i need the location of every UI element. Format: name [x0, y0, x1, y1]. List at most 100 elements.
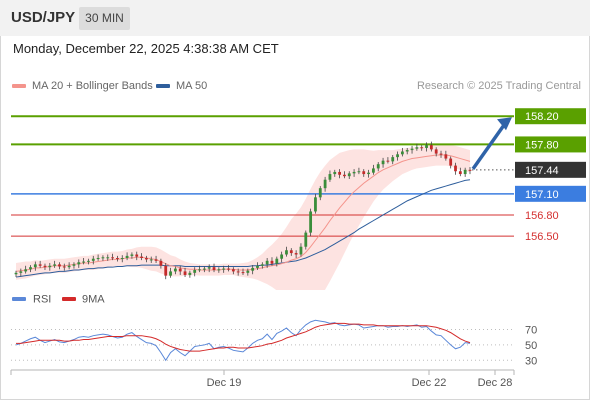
candle-body-51: [260, 264, 264, 266]
candle-body-9: [58, 264, 61, 267]
candle-body-8: [53, 264, 57, 266]
research-credit: Research © 2025 Trading Central: [416, 80, 581, 92]
rsi-line: [15, 319, 471, 362]
level-tag-157.44: [515, 161, 586, 178]
candle-body-60: [304, 232, 308, 247]
candle-body-26: [140, 256, 143, 259]
rsi-ma-legend-label: 9MA: [82, 294, 105, 306]
candle-body-46: [236, 271, 240, 273]
candle-body-57: [289, 250, 293, 254]
candle-body-13: [77, 262, 81, 265]
level-label-157.44: 157.44: [525, 165, 559, 177]
candle-body-63: [318, 188, 322, 198]
level-tag-158.20: [515, 108, 586, 125]
candle-body-54: [275, 258, 279, 264]
x-tick-label-2: Dec 28: [478, 377, 513, 389]
x-tick-label-1: Dec 22: [412, 377, 447, 389]
candle-body-41: [212, 267, 216, 271]
candle-body-75: [376, 164, 380, 169]
target-arrow-head: [497, 117, 512, 131]
candle-body-33: [173, 268, 177, 272]
candle-body-67: [338, 171, 341, 175]
candle-body-69: [347, 173, 351, 177]
candle-body-72: [362, 171, 366, 175]
candle-body-91: [454, 165, 457, 172]
candle-body-58: [294, 253, 298, 255]
candle-body-79: [396, 154, 399, 158]
candle-body-6: [43, 265, 47, 268]
candle-body-92: [458, 171, 462, 175]
candle-body-48: [246, 270, 250, 273]
candle-body-77: [386, 160, 390, 162]
candle-body-65: [328, 174, 332, 180]
candle-body-61: [309, 211, 313, 233]
candle-body-27: [145, 258, 148, 260]
candle-body-12: [72, 264, 76, 266]
candle-body-93: [463, 169, 467, 175]
candle-body-85: [425, 145, 428, 148]
candle-body-21: [116, 258, 119, 260]
candle-body-71: [357, 171, 361, 173]
candle-body-84: [420, 147, 424, 149]
candle-body-0: [14, 272, 18, 275]
candle-body-14: [82, 261, 86, 263]
candle-body-74: [372, 168, 375, 173]
candle-body-2: [24, 269, 28, 272]
rsi-legend-swatch: [12, 297, 26, 301]
candle-body-47: [241, 272, 245, 274]
timestamp: Monday, December 22, 2025 4:38:38 AM CET: [13, 41, 279, 56]
candle-body-24: [130, 254, 134, 256]
candle-body-55: [280, 254, 284, 259]
candle-body-76: [381, 160, 385, 165]
target-arrow-shaft: [471, 121, 508, 170]
candle-body-7: [48, 265, 52, 268]
chart-header: USD/JPY 30 MIN: [0, 0, 590, 36]
candle-body-10: [62, 266, 66, 268]
candle-body-50: [256, 265, 259, 268]
candle-body-3: [29, 267, 32, 270]
x-tick-label-0: Dec 19: [207, 377, 242, 389]
candle-body-44: [227, 268, 230, 270]
candle-body-52: [265, 260, 269, 265]
timeframe-badge[interactable]: 30 MIN: [79, 7, 130, 30]
legend-ma20: MA 20 + Bollinger Bands: [12, 80, 153, 92]
bollinger-band: [16, 144, 470, 290]
rsi-legend-label: RSI: [33, 294, 51, 306]
rsi-ma-legend-swatch: [62, 297, 76, 301]
candle-body-31: [164, 265, 168, 276]
candle-body-45: [231, 269, 235, 272]
legend-ma50: MA 50: [156, 80, 207, 92]
candle-body-30: [159, 260, 163, 266]
candle-body-53: [270, 260, 274, 264]
candle-body-89: [444, 154, 448, 159]
candle-body-43: [222, 268, 226, 270]
candle-body-90: [449, 158, 453, 166]
candle-body-11: [67, 265, 71, 268]
ma50-line: [15, 179, 471, 278]
candle-body-4: [33, 264, 37, 268]
candle-body-5: [38, 264, 42, 266]
price-chart: 158.20 157.80 157.44 157.10 156.80 156.50: [11, 108, 586, 290]
candle-body-68: [343, 174, 346, 177]
candle-body-36: [188, 272, 192, 275]
candle-body-40: [207, 267, 211, 269]
candle-body-42: [217, 269, 221, 271]
candle-body-80: [400, 151, 404, 155]
candle-body-70: [352, 171, 356, 174]
ma50-swatch: [156, 84, 170, 89]
level-label-157.10: 157.10: [525, 189, 559, 201]
symbol-title: USD/JPY: [11, 9, 76, 26]
candle-body-28: [149, 259, 153, 261]
candle-body-17: [96, 258, 100, 260]
ma50-label: MA 50: [176, 80, 208, 92]
rsi-tick-70: 70: [525, 325, 537, 337]
candle-body-62: [314, 197, 317, 212]
candle-body-94: [468, 169, 472, 171]
candle-body-86: [429, 145, 433, 150]
candle-body-15: [87, 260, 90, 262]
level-label-156.80: 156.80: [525, 210, 559, 222]
candle-body-59: [299, 246, 303, 255]
candle-body-37: [193, 270, 197, 273]
candle-body-34: [178, 268, 182, 272]
